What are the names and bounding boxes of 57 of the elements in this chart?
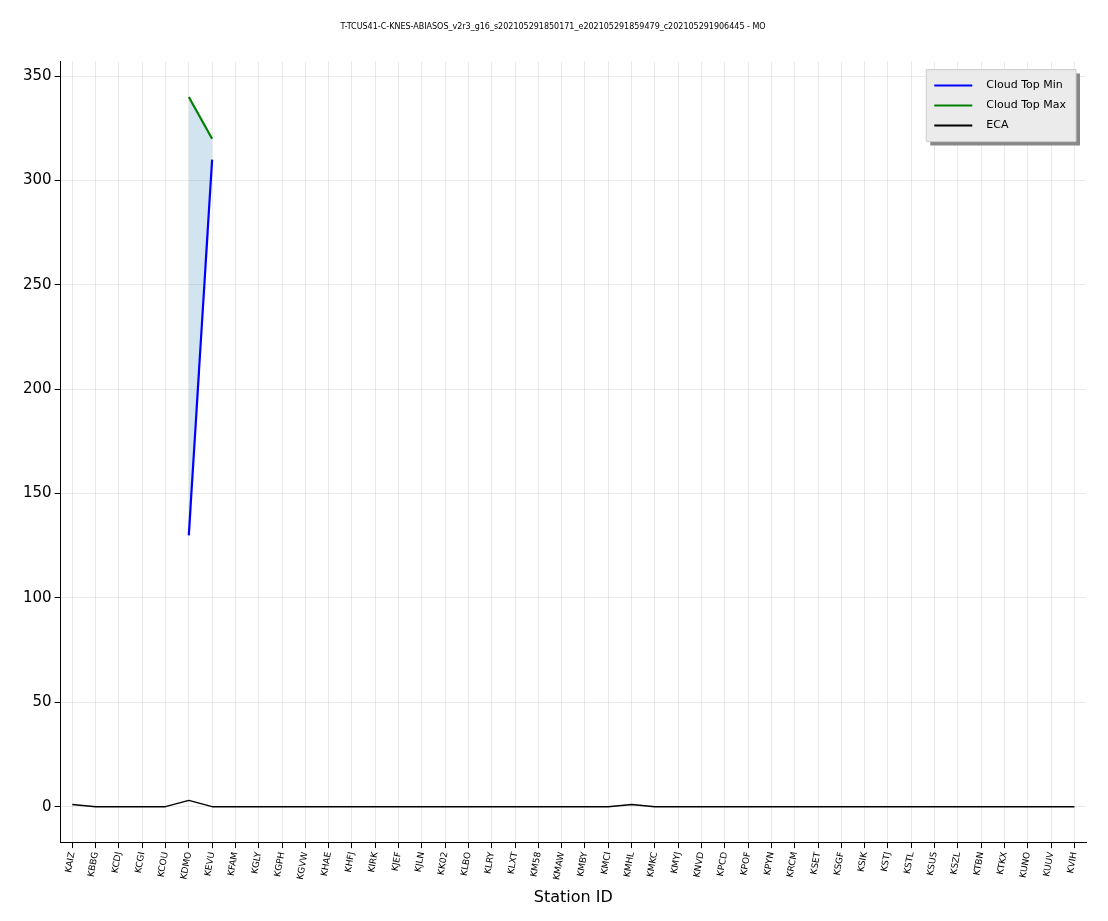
x-tick-label: KSTJ: [878, 851, 893, 873]
x-tick-label: KEVU: [202, 851, 217, 877]
legend-label: Cloud Top Min: [986, 78, 1063, 92]
x-tick-label: KIRK: [366, 850, 380, 874]
x-tick-label: KMCI: [598, 851, 613, 876]
x-tick-label: KCDJ: [109, 851, 124, 874]
x-tick-label: KMKC: [644, 851, 660, 878]
x-tick-label: KCOU: [155, 851, 170, 878]
x-tick-label: KPOF: [738, 851, 753, 877]
x-tick-label: KLXT: [505, 850, 520, 875]
y-tick-label: 50: [32, 692, 52, 711]
x-tick-label: KHAE: [318, 850, 333, 877]
x-tick-label: KMHL: [621, 851, 636, 878]
y-tick-label: 300: [22, 170, 52, 189]
x-tick-label: KJEF: [389, 851, 403, 872]
x-tick-label: KFAM: [225, 851, 240, 877]
x-tick-label: KSTL: [901, 851, 916, 875]
x-tick-label: KAIZ: [63, 851, 77, 874]
y-tick-label: 100: [22, 587, 52, 606]
x-tick-label: KGLY: [249, 850, 264, 875]
x-tick-label: KSZL: [948, 851, 963, 876]
x-tick-label: KSIK: [855, 850, 870, 873]
x-tick-label: KJLN: [412, 851, 427, 873]
y-tick-label: 200: [22, 379, 52, 398]
x-tick-label: KBBG: [85, 851, 100, 878]
x-tick-label: KM58: [528, 850, 543, 878]
x-tick-label: KLRY: [482, 850, 497, 875]
x-tick-label: KK02: [435, 851, 450, 876]
x-tick-label: KUNO: [1017, 851, 1033, 879]
x-tick-label: KGPH: [272, 851, 287, 878]
x-tick-label: KDMO: [178, 851, 194, 881]
x-tick-label: KNVD: [691, 851, 706, 879]
x-axis-title: Station ID: [533, 886, 613, 906]
x-tick-label: KCGI: [132, 851, 147, 874]
x-tick-label: KUUV: [1041, 850, 1056, 878]
x-tick-label: KMAW: [551, 850, 566, 881]
x-tick-label: KLBO: [458, 851, 473, 877]
x-tick-label: KMBY: [575, 850, 590, 878]
y-tick-label: 350: [22, 66, 52, 85]
chart-title: T-TCUS41-C-KNES-ABIASOS_v2r3_g16_s202105291850171_e202105291859479_c202105291906445 - MO: [339, 21, 766, 31]
x-tick-label: KMYJ: [668, 851, 683, 875]
x-tick-label: KTKX: [994, 851, 1009, 876]
legend-label: ECA: [986, 118, 1009, 132]
x-tick-label: KSUS: [924, 850, 939, 877]
x-tick-label: KHFJ: [342, 851, 357, 874]
x-tick-label: KVIH: [1065, 851, 1079, 874]
x-tick-label: KGVW: [294, 850, 310, 881]
x-tick-label: KRCM: [784, 851, 799, 879]
y-tick-label: 0: [42, 796, 52, 815]
x-tick-label: KTBN: [971, 851, 986, 877]
y-tick-label: 150: [22, 483, 52, 502]
x-tick-label: KPYN: [761, 851, 776, 876]
x-tick-label: KPCD: [714, 851, 730, 877]
x-tick-label: KSGF: [831, 851, 846, 877]
x-tick-label: KSET: [808, 850, 823, 876]
legend-label: Cloud Top Max: [986, 98, 1067, 112]
y-tick-label: 250: [22, 274, 52, 293]
